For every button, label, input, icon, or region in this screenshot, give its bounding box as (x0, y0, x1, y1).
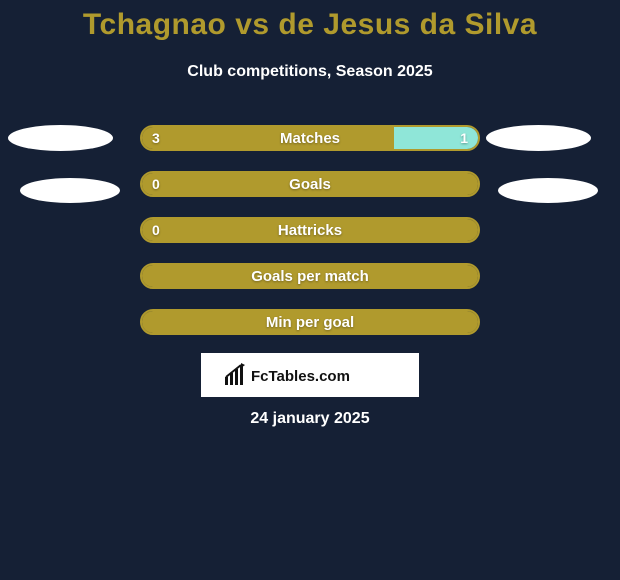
stat-bar: 0Goals (140, 171, 480, 197)
stat-label: Goals (142, 173, 478, 195)
stat-bar: 31Matches (140, 125, 480, 151)
stat-bar: Goals per match (140, 263, 480, 289)
background (0, 0, 620, 580)
page-title: Tchagnao vs de Jesus da Silva (0, 8, 620, 42)
logo-box: FcTables.com (201, 353, 419, 397)
country-flag-right (486, 125, 591, 151)
country-flag-left (20, 178, 120, 203)
stat-label: Matches (142, 127, 478, 149)
stat-label: Hattricks (142, 219, 478, 241)
logo-text: FcTables.com (251, 368, 350, 385)
stat-row: Goals per match (0, 263, 620, 289)
stat-bar: Min per goal (140, 309, 480, 335)
stat-row: Min per goal (0, 309, 620, 335)
subtitle: Club competitions, Season 2025 (0, 63, 620, 81)
country-flag-left (8, 125, 113, 151)
stat-row: 0Hattricks (0, 217, 620, 243)
date-text: 24 january 2025 (0, 410, 620, 428)
stat-bar: 0Hattricks (140, 217, 480, 243)
stat-label: Min per goal (142, 311, 478, 333)
stat-label: Goals per match (142, 265, 478, 287)
country-flag-right (498, 178, 598, 203)
fctables-logo: FcTables.com (225, 363, 395, 387)
